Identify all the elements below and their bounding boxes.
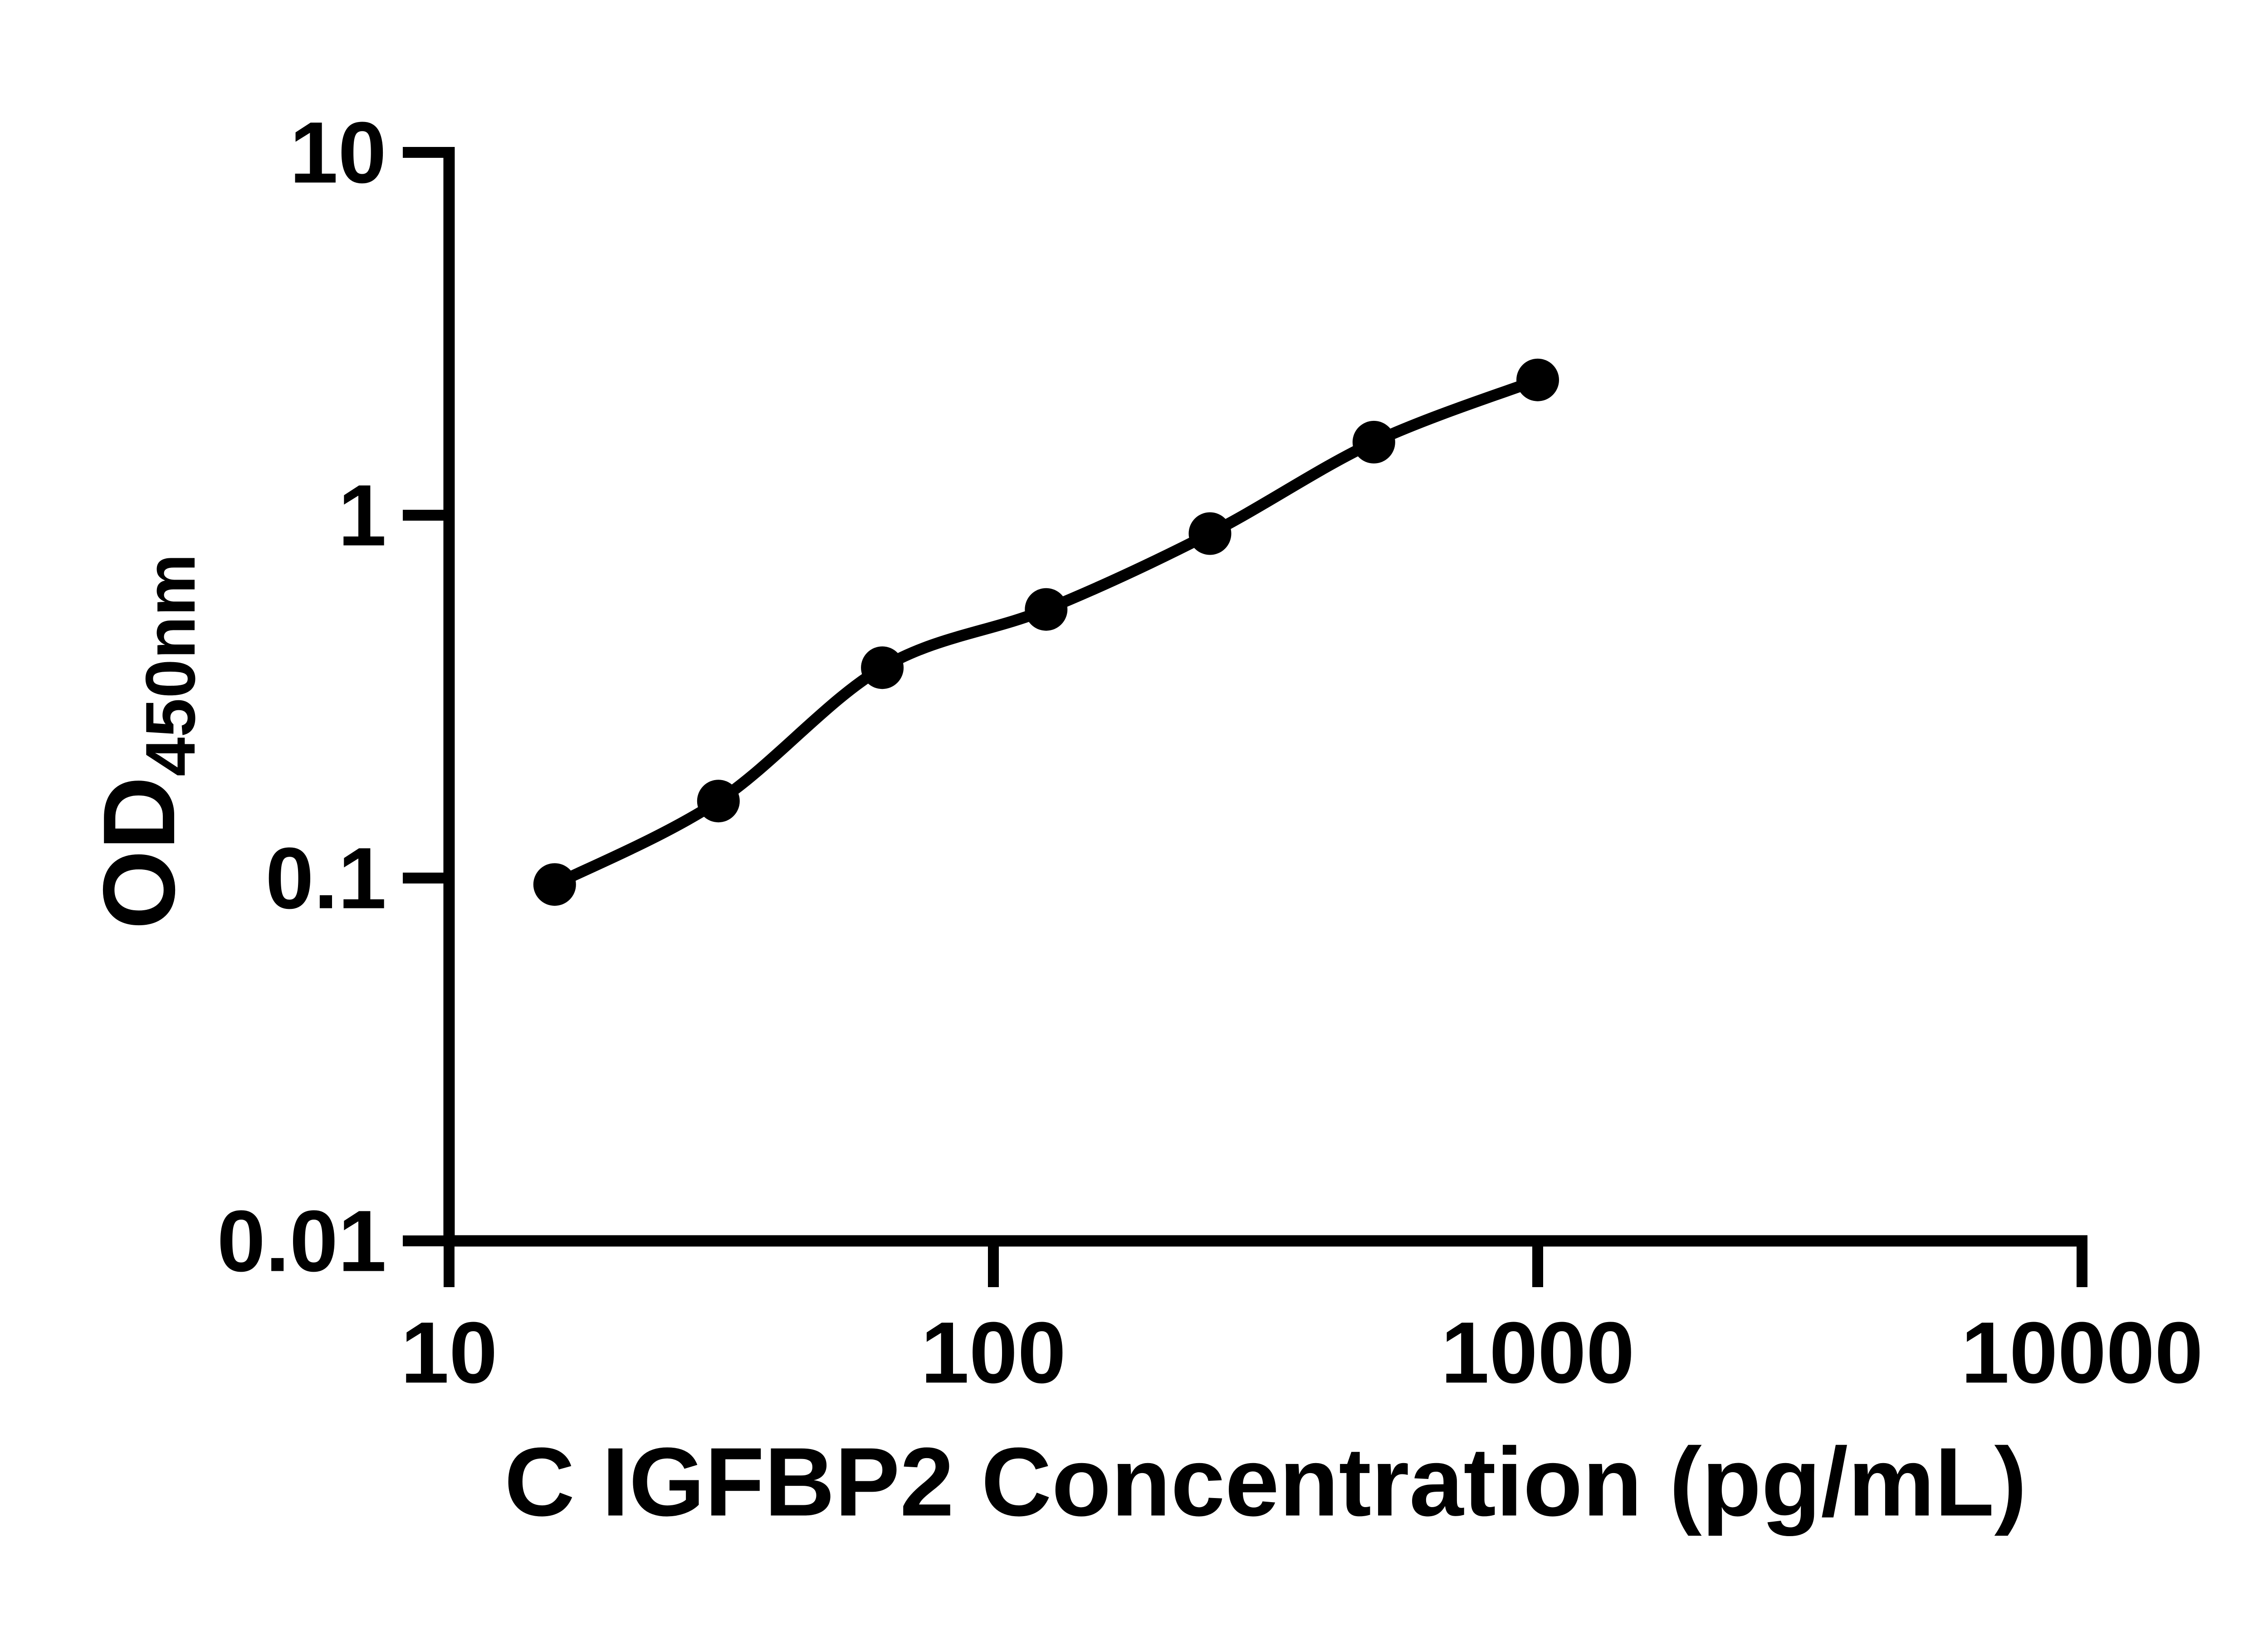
axes-group xyxy=(443,147,2087,1247)
x-tick-label: 10 xyxy=(401,1304,498,1401)
data-point xyxy=(697,780,740,823)
data-points-group xyxy=(533,358,1559,906)
data-point xyxy=(1516,358,1559,401)
y-tick-label: 0.1 xyxy=(265,830,386,927)
data-point xyxy=(1352,420,1395,464)
y-tick-label: 1 xyxy=(338,467,386,564)
data-point xyxy=(861,646,904,689)
data-point xyxy=(533,863,576,906)
y-axis-title: OD450nm xyxy=(82,554,210,930)
x-axis-title: C IGFBP2 Concentration (pg/mL) xyxy=(504,1427,2027,1537)
x-tick-label: 100 xyxy=(921,1304,1066,1401)
y-tick-label: 10 xyxy=(289,104,386,201)
x-tick-label: 1000 xyxy=(1441,1304,1634,1401)
ticks-group xyxy=(403,147,2087,1287)
y-axis-title-subscript: 450nm xyxy=(131,554,210,776)
y-axis-title-main: OD xyxy=(82,776,196,930)
x-tick-label: 10000 xyxy=(1961,1304,2203,1401)
data-point xyxy=(1025,588,1068,631)
axis-titles-group: C IGFBP2 Concentration (pg/mL) OD450nm xyxy=(82,554,2027,1537)
y-tick-label: 0.01 xyxy=(217,1192,386,1290)
data-point xyxy=(1188,512,1232,555)
